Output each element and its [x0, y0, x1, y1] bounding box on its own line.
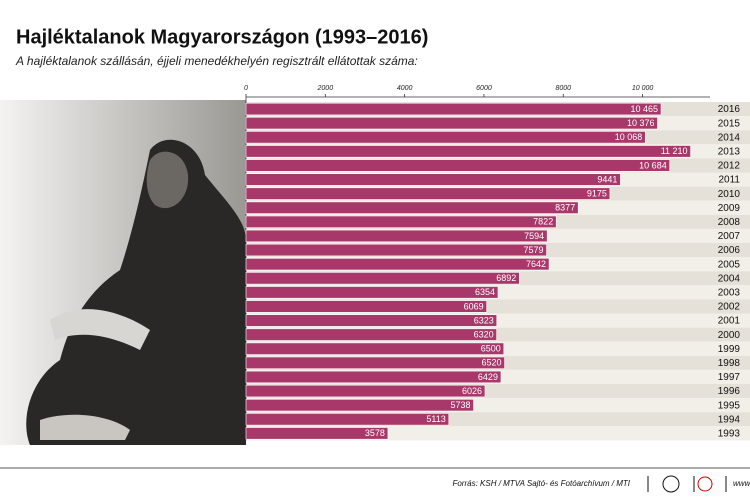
y-tick-label: 2006: [718, 245, 741, 256]
chart-subtitle: A hajléktalanok szállásán, éjjeli menedé…: [15, 54, 418, 68]
y-tick-label: 2012: [718, 161, 741, 172]
value-label: 7822: [533, 217, 553, 227]
figure-silhouette: [26, 139, 246, 445]
value-label: 8377: [555, 203, 575, 213]
source: Forrás: KSH / MTVA Sajtó- és Fotóarchívu…: [452, 479, 630, 488]
y-tick-label: 2004: [718, 273, 741, 284]
bar: [245, 413, 450, 426]
value-label: 5113: [426, 414, 445, 424]
bar: [245, 427, 389, 440]
bar: [245, 356, 505, 369]
value-label: 7579: [524, 245, 544, 255]
bar: [245, 243, 547, 257]
value-label: 11 210: [661, 146, 688, 156]
value-label: 6320: [474, 330, 494, 340]
bar: [245, 229, 548, 243]
value-label: 7594: [524, 231, 544, 241]
y-tick-label: 2014: [718, 132, 741, 143]
x-tick-label: 4000: [397, 85, 413, 92]
bar: [245, 314, 498, 327]
figure-head: [146, 151, 189, 209]
y-tick-label: 2007: [718, 231, 741, 242]
bar: [245, 131, 646, 144]
chart-title: Hajléktalanok Magyarországon (1993–2016): [16, 26, 428, 48]
y-tick-label: 1994: [718, 414, 741, 425]
bar: [245, 215, 557, 228]
value-label: 9175: [587, 189, 607, 199]
bar: [245, 370, 502, 384]
value-label: 7642: [526, 259, 546, 269]
bar: [245, 286, 499, 299]
bar: [245, 117, 658, 130]
y-tick-label: 2011: [718, 175, 740, 186]
value-label: 6069: [464, 301, 484, 311]
logos: [647, 475, 727, 493]
x-tick-label: 10 000: [632, 85, 654, 92]
x-tick-label: 6000: [476, 85, 492, 92]
y-tick-label: 2005: [718, 259, 741, 270]
y-tick-label: 1996: [718, 386, 741, 397]
y-tick-label: 2008: [718, 217, 741, 228]
value-label: 9441: [597, 174, 617, 184]
bar: [245, 328, 497, 341]
y-tick-label: 2016: [718, 104, 741, 115]
website: www.m: [733, 479, 750, 488]
y-tick-label: 2002: [718, 302, 741, 313]
bar: [245, 102, 662, 116]
y-tick-label: 2010: [718, 189, 741, 200]
bar: [245, 398, 474, 412]
value-label: 6892: [496, 273, 516, 283]
figure-shoes: [40, 414, 130, 440]
x-tick-label: 8000: [555, 85, 571, 92]
y-tick-label: 2015: [718, 118, 741, 129]
bar: [245, 272, 520, 285]
logo: [697, 476, 713, 492]
bar: [245, 384, 486, 398]
value-label: 10 684: [639, 160, 667, 170]
bar: [245, 257, 550, 271]
y-tick-label: 1998: [718, 358, 741, 369]
logo: [662, 475, 680, 493]
y-tick-label: 2009: [718, 203, 741, 214]
bar: [245, 201, 579, 214]
value-label: 6026: [462, 386, 482, 396]
value-label: 6520: [482, 358, 502, 368]
y-tick-label: 2001: [718, 316, 741, 327]
y-tick-label: 1993: [718, 428, 741, 439]
value-label: 10 068: [615, 132, 643, 142]
y-tick-label: 2013: [718, 146, 741, 157]
x-tick-label: 0: [244, 85, 248, 92]
bar: [245, 159, 671, 172]
value-label: 6429: [478, 372, 498, 382]
value-label: 3578: [365, 428, 385, 438]
bar: [245, 300, 487, 313]
photo: [0, 100, 246, 445]
value-label: 6323: [474, 315, 494, 325]
y-tick-label: 2003: [718, 287, 741, 298]
value-label: 10 465: [630, 104, 658, 114]
bar: [245, 173, 621, 186]
bar: [245, 187, 611, 200]
value-label: 6354: [475, 287, 495, 297]
x-tick-label: 2000: [317, 85, 334, 92]
bar: [245, 145, 691, 158]
figure-arm: [50, 309, 150, 350]
y-tick-label: 1999: [718, 344, 741, 355]
bar: [245, 342, 505, 355]
value-label: 10 376: [627, 118, 655, 128]
value-label: 6500: [481, 344, 501, 354]
y-tick-label: 1997: [718, 372, 741, 383]
y-tick-label: 2000: [718, 330, 741, 341]
value-label: 5738: [451, 400, 471, 410]
y-tick-label: 1995: [718, 400, 741, 411]
